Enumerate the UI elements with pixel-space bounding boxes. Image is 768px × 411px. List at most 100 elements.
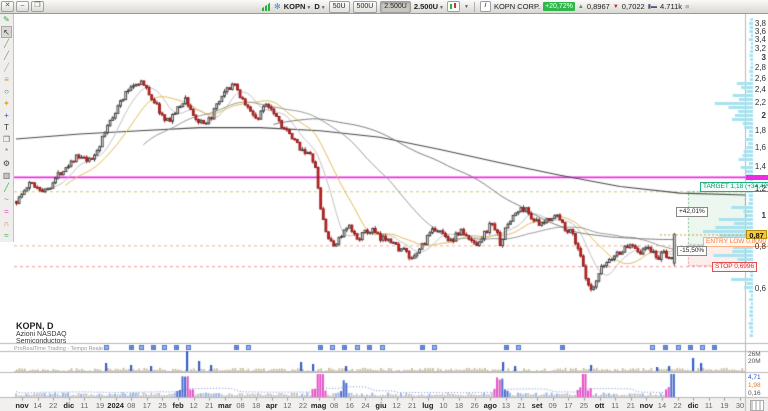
date-axis-label: 19 — [95, 401, 105, 410]
date-axis-label: 09 — [548, 401, 557, 410]
date-axis-label: 19 — [720, 401, 729, 410]
date-axis-label: 25 — [579, 401, 589, 410]
key-level-scale-marker — [746, 174, 768, 180]
channel-icon[interactable]: = — [4, 207, 9, 216]
ray-tool-icon[interactable]: ╱ — [4, 63, 9, 72]
stop-level-label[interactable]: STOP 0,6996 — [712, 262, 758, 273]
date-axis-label: apr — [265, 401, 278, 410]
draw-pencil-icon[interactable]: ✎ — [3, 15, 10, 24]
date-axis-label: 21 — [205, 401, 214, 410]
signal-bars-icon — [262, 2, 271, 11]
qty-button-500[interactable]: 500U — [352, 0, 378, 13]
text-tool-icon[interactable]: T — [4, 123, 9, 132]
date-axis-label: 2024 — [107, 401, 124, 410]
date-axis-label: 12 — [283, 401, 292, 410]
date-axis-label: 22 — [298, 401, 308, 410]
price-tick-label: 3,6 — [754, 26, 766, 36]
price-tick-label: 1,4 — [754, 162, 766, 172]
pane-subtitle-sector: Semiconductors — [16, 338, 67, 345]
date-axis-label: 22 — [673, 401, 682, 410]
price-tick-label: 0,8 — [754, 242, 766, 252]
price-tick-label: 1,2 — [754, 184, 766, 194]
date-axis-label: nov — [15, 401, 29, 410]
price-tick-label: 2,4 — [754, 85, 766, 95]
date-axis-label: mag — [310, 401, 327, 410]
date-axis-label: set — [531, 401, 543, 410]
settings-gear-icon[interactable]: ⚙ — [2, 159, 11, 168]
move-tool-icon[interactable]: + — [4, 111, 9, 120]
pane-title: KOPN, D — [16, 321, 54, 331]
date-axis-label: nov — [639, 401, 654, 410]
zone-percent-down-label: -15,50% — [677, 246, 708, 256]
restore-button[interactable]: ❐ — [31, 1, 44, 12]
info-icon[interactable]: i — [479, 1, 491, 12]
entry-level-label[interactable]: ENTRY LOW 0,8090 — [703, 237, 768, 248]
date-axis-label: dic — [63, 401, 75, 410]
date-axis-label: feb — [172, 401, 184, 410]
pattern-tool-icon[interactable]: * — [4, 147, 9, 156]
copy-tool-icon[interactable]: ❐ — [2, 135, 11, 144]
zigzag-icon[interactable]: ~ — [4, 195, 9, 204]
date-axis-label: 30 — [735, 401, 745, 410]
date-axis-label: 21 — [408, 401, 417, 410]
menu-icon[interactable]: ≡ — [685, 2, 690, 11]
day-volume-value: 4.711k — [660, 2, 683, 11]
date-axis-label: 22 — [49, 401, 58, 410]
date-axis-label: 08 — [330, 401, 339, 410]
arc-pattern-icon[interactable]: ∩ — [3, 219, 10, 228]
symbol-select[interactable]: KOPN▼ — [283, 2, 312, 11]
chart-type-caret-icon[interactable]: ▼ — [464, 3, 469, 10]
price-tick-label: 3,8 — [754, 19, 766, 29]
date-axis-label: 10 — [439, 401, 448, 410]
fibonacci-tool-icon[interactable]: ≡ — [4, 75, 9, 84]
qty-button-50[interactable]: 50U — [328, 0, 350, 13]
date-axis-label: 18 — [454, 401, 464, 410]
freeze-snowflake-icon[interactable]: ✻ — [274, 2, 281, 11]
high-arrow-icon: ▲ — [577, 3, 584, 10]
chart-type-icon[interactable] — [447, 1, 460, 12]
low-arrow-icon: ▼ — [612, 3, 619, 10]
date-axis-label: 13 — [501, 401, 511, 410]
date-axis-label: dic — [687, 401, 699, 410]
segment-tool-icon[interactable]: ╱ — [4, 51, 9, 60]
indicator-wave-icon[interactable]: ≈ — [4, 231, 9, 240]
pane2-scale-label2: 20M — [748, 358, 761, 365]
date-axis-label: 21 — [517, 401, 526, 410]
date-axis-label: 18 — [251, 401, 261, 410]
date-axis-label: 25 — [158, 401, 167, 410]
zone-percent-up-label: +42,01% — [676, 207, 708, 217]
volume-bars-icon: ▮▬ — [647, 4, 658, 10]
close-button[interactable]: ✕ — [1, 1, 14, 12]
date-axis-label: 08 — [236, 401, 245, 410]
symbol-fullname: KOPN CORP. — [493, 2, 541, 11]
highlight-tool-icon[interactable]: ✦ — [3, 99, 10, 108]
date-axis-label: 24 — [361, 401, 370, 410]
price-tick-label: 1,8 — [754, 126, 766, 136]
date-axis-label: 11 — [611, 401, 620, 410]
interval-select[interactable]: D▼ — [314, 2, 326, 11]
pane-subtitle-market: Azioni NASDAQ — [16, 331, 67, 338]
target-level-label[interactable]: TARGET 1,18 (+34,42%) — [700, 182, 768, 193]
zoom-tool-icon[interactable]: ○ — [4, 87, 9, 96]
trendline-tool-icon[interactable]: ╱ — [4, 39, 9, 48]
cursor-icon[interactable]: ↖ — [1, 26, 12, 38]
price-tick-label: 2,8 — [754, 62, 766, 72]
calendar-axis-icon[interactable] — [750, 400, 764, 411]
trend-up-icon[interactable]: ╱ — [4, 183, 9, 192]
delete-trash-icon[interactable]: ▥ — [2, 171, 11, 180]
last-price-tag: 0,87 — [746, 229, 767, 240]
qty-dropdown[interactable]: 2.500U▼ — [413, 2, 444, 11]
drawing-toolbar: ✎ ↖ ╱ ╱ ╱ ≡ ○ ✦ + T ❐ * ⚙ ▥ ╱ ~ = ∩ ≈ — [0, 14, 14, 242]
price-tick-label: 1 — [761, 210, 766, 220]
date-axis-label: 17 — [142, 401, 152, 410]
header-divider — [473, 1, 475, 12]
price-tick-label: 2,6 — [754, 73, 766, 83]
volume-average-label: 1,98 — [748, 382, 761, 389]
date-axis-label: ago — [483, 401, 497, 410]
minimize-button[interactable]: – — [16, 1, 29, 12]
platform-watermark: ProRealTime Trading - Tempo Reale — [14, 346, 103, 352]
day-high-value: 0,8967 — [586, 2, 610, 11]
qty-button-2500[interactable]: 2.500U — [380, 0, 411, 13]
